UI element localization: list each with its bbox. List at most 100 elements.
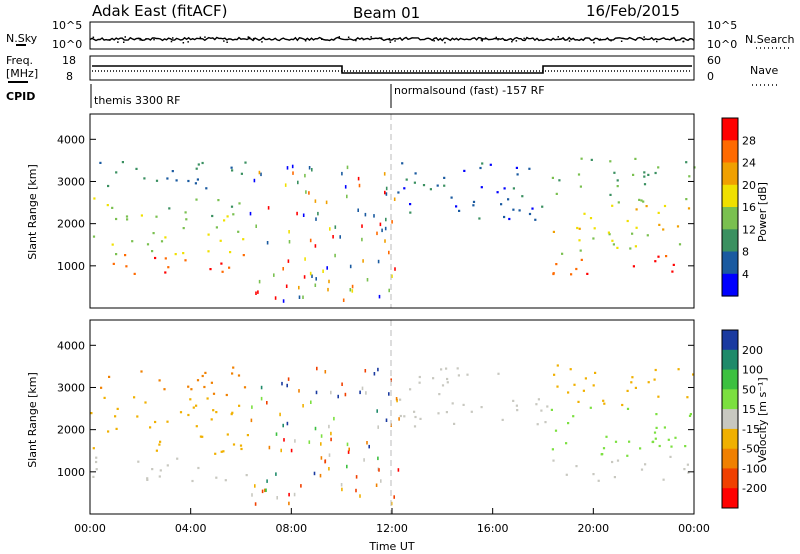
heatmap-cell — [191, 479, 194, 483]
heatmap-cell — [330, 431, 332, 436]
noise-search-point — [599, 38, 601, 40]
heatmap-cell — [645, 205, 648, 208]
heatmap-cell — [646, 234, 649, 237]
power-ytick-label: 4000 — [57, 133, 85, 146]
heatmap-cell — [478, 217, 481, 220]
heatmap-cell — [115, 253, 118, 256]
heatmap-cell — [357, 176, 360, 181]
noise-search-point — [137, 37, 140, 40]
heatmap-cell — [381, 228, 383, 233]
heatmap-cell — [613, 171, 616, 174]
heatmap-cell — [293, 492, 296, 497]
heatmap-cell — [455, 205, 458, 208]
heatmap-cell — [546, 405, 549, 408]
heatmap-cell — [151, 468, 154, 471]
heatmap-cell — [154, 256, 157, 260]
heatmap-cell — [496, 191, 499, 194]
heatmap-cell — [340, 483, 343, 487]
heatmap-cell — [626, 219, 629, 223]
heatmap-cell — [308, 191, 310, 195]
power-ylabel: Slant Range [km] — [26, 164, 39, 260]
heatmap-cell — [249, 211, 252, 216]
heatmap-cell — [255, 291, 257, 295]
heatmap-cell — [140, 214, 143, 217]
heatmap-cell — [282, 267, 284, 271]
heatmap-cell — [294, 439, 296, 443]
heatmap-cell — [686, 463, 689, 466]
heatmap-cell — [617, 201, 620, 204]
heatmap-cell — [516, 173, 519, 176]
velocity-colorbar: 200 100 50 15 -15 -50 -100 -200 — [721, 329, 767, 509]
freq-tick-bottom: 8 — [66, 70, 73, 83]
heatmap-cell — [558, 179, 561, 182]
power-colorbar-segment — [722, 229, 738, 253]
heatmap-cell — [653, 431, 657, 434]
heatmap-cell — [146, 477, 149, 480]
heatmap-cell — [438, 393, 441, 396]
heatmap-cell — [556, 385, 559, 388]
heatmap-cell — [632, 173, 635, 176]
noise-search-point — [389, 41, 392, 43]
heatmap-cell — [268, 445, 271, 450]
heatmap-cell — [378, 468, 380, 472]
heatmap-cell — [544, 421, 547, 424]
heatmap-cell — [175, 179, 178, 182]
heatmap-cell — [273, 273, 275, 277]
heatmap-cell — [608, 233, 611, 236]
heatmap-cell — [290, 448, 293, 453]
heatmap-cell — [458, 209, 461, 212]
heatmap-cell — [230, 413, 233, 416]
heatmap-cell — [288, 492, 290, 497]
velocity-colorbar-segment — [722, 389, 738, 410]
heatmap-cell — [344, 392, 347, 397]
heatmap-cell — [286, 166, 289, 170]
heatmap-cell — [394, 267, 396, 271]
heatmap-cell — [207, 250, 210, 253]
power-ytick-label: 2000 — [57, 218, 85, 231]
heatmap-cell — [644, 463, 647, 466]
heatmap-cell — [640, 199, 643, 202]
x-tick-label: 08:00 — [275, 522, 307, 535]
heatmap-cell — [324, 370, 327, 374]
heatmap-cell — [662, 228, 665, 231]
noise-search-point — [182, 42, 185, 44]
heatmap-cell — [378, 294, 381, 299]
heatmap-cell — [397, 468, 400, 472]
x-tick-label: 04:00 — [175, 522, 207, 535]
heatmap-cell — [346, 165, 349, 170]
heatmap-cell — [512, 187, 515, 190]
heatmap-cell — [107, 184, 110, 188]
x-tick-label: 12:00 — [376, 522, 408, 535]
heatmap-cell — [361, 237, 363, 242]
heatmap-cell — [670, 445, 673, 448]
heatmap-cell — [528, 212, 532, 216]
heatmap-cell — [351, 289, 354, 293]
noise-tick-left-top: 10^5 — [52, 19, 82, 32]
power-colorbar: 28 24 20 16 12 8 4 — [721, 117, 756, 297]
heatmap-cell — [222, 450, 225, 453]
heatmap-cell — [264, 488, 266, 493]
date-label: 16/Feb/2015 — [586, 2, 680, 20]
heatmap-cell — [125, 215, 129, 218]
power-ytick-label: 1000 — [57, 260, 85, 273]
heatmap-cell — [629, 247, 632, 250]
power-colorbar-tick: 16 — [742, 201, 756, 214]
heatmap-cell — [244, 161, 247, 164]
heatmap-cell — [326, 266, 328, 270]
heatmap-cell — [121, 161, 124, 164]
heatmap-cell — [403, 415, 406, 418]
heatmap-cell — [358, 183, 361, 188]
heatmap-cell — [282, 423, 284, 428]
noise-search-point — [444, 41, 446, 44]
heatmap-cell — [414, 415, 417, 419]
velocity-colorbar-tick: 200 — [742, 344, 763, 357]
heatmap-cell — [589, 217, 593, 220]
heatmap-cell — [364, 212, 367, 217]
heatmap-cell — [573, 383, 576, 386]
heatmap-cell — [385, 186, 388, 191]
heatmap-cell — [187, 179, 190, 183]
heatmap-cell — [567, 391, 570, 394]
heatmap-cell — [376, 231, 378, 236]
heatmap-cell — [518, 209, 521, 212]
velocity-ytick-label: 1000 — [57, 466, 85, 479]
